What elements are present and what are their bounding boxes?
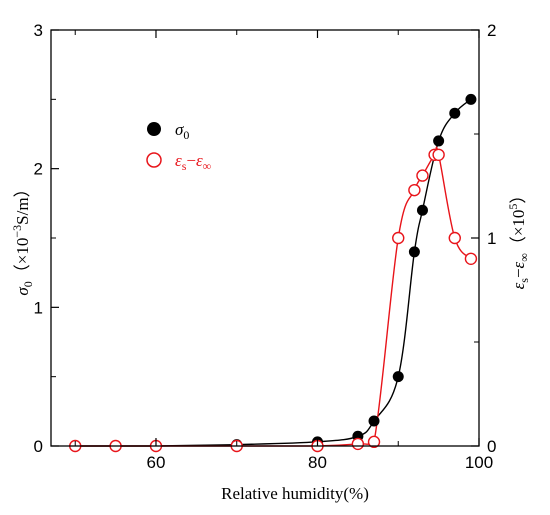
y-axis-right-label: εs−ε∞（×105） [506,187,531,290]
y-right-tick-label: 0 [487,437,496,456]
legend-label-eps: εs−ε∞ [175,151,211,173]
x-tick-label: 60 [147,453,166,472]
y-left-tick-label: 1 [34,298,43,317]
data-point-0 [449,107,461,119]
y-left-tick-label: 0 [34,437,43,456]
data-point-1 [408,183,421,197]
data-point-0 [465,93,477,105]
data-point-1 [432,148,445,162]
data-point-0 [416,204,428,216]
y-right-tick-label: 2 [487,21,496,40]
y-axis-left-label: σ0（×10−3S/m） [10,180,35,295]
data-point-0 [368,415,380,427]
data-markers [69,93,478,453]
y-right-tick-label: 1 [487,229,496,248]
data-point-0 [433,135,445,147]
x-axis-label: Relative humidity(%) [221,484,369,503]
legend-label-sigma0: σ0 [175,120,189,142]
data-point-1 [464,252,478,265]
data-point-0 [392,371,404,383]
fit-lines [75,98,472,447]
legend: σ0 εs−ε∞ [146,120,211,173]
plot-frame [50,29,480,447]
data-point-1 [448,231,461,245]
data-point-0 [408,246,420,258]
y-left-tick-label: 2 [34,160,43,179]
legend-marker-sigma0 [147,122,161,136]
data-point-1 [416,169,429,182]
data-point-1 [351,437,365,451]
y-left-tick-label: 3 [34,21,43,40]
x-tick-label: 100 [465,453,493,472]
legend-marker-eps [146,152,162,168]
series-line-0 [75,98,472,447]
data-point-1 [367,435,381,449]
x-tick-label: 80 [308,453,327,472]
data-point-1 [392,231,405,245]
